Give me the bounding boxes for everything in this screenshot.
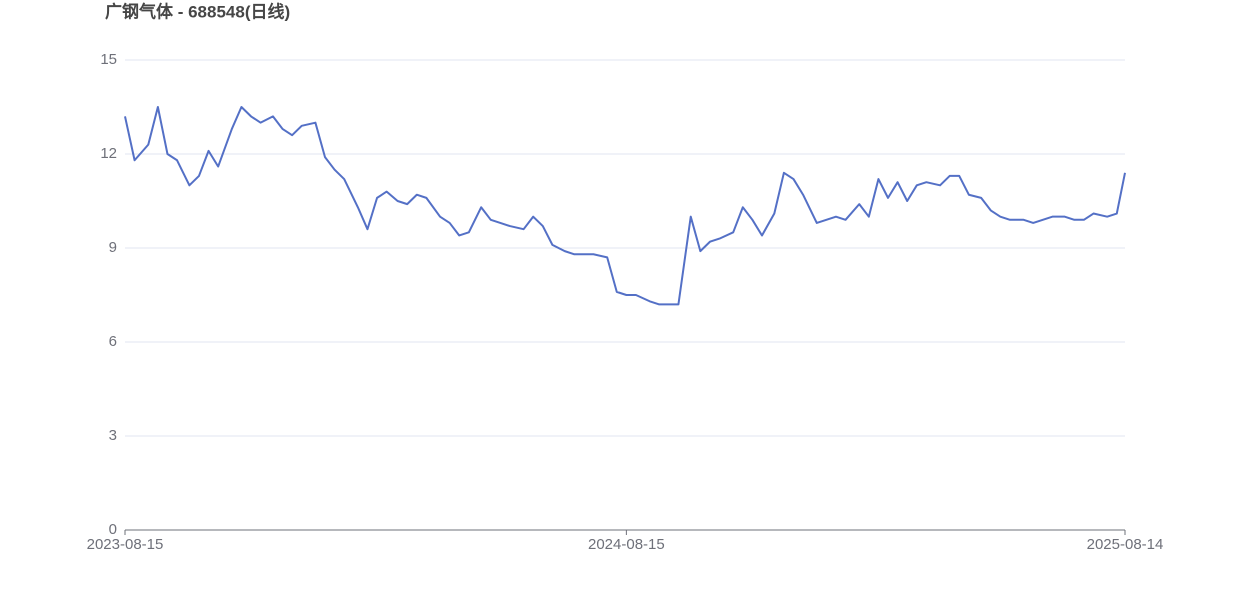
x-tick-label: 2025-08-14	[1087, 536, 1164, 553]
chart-title: 广钢气体 - 688548(日线)	[105, 1, 290, 21]
y-tick-label: 6	[109, 333, 117, 350]
y-tick-label: 3	[109, 427, 117, 444]
y-tick-label: 0	[109, 521, 117, 538]
y-tick-label: 12	[100, 145, 117, 162]
y-tick-label: 9	[109, 239, 117, 256]
price-line	[124, 106, 1126, 306]
y-tick-label: 15	[100, 51, 117, 68]
x-tick-label: 2023-08-15	[87, 536, 164, 553]
x-tick-label: 2024-08-15	[588, 536, 665, 553]
